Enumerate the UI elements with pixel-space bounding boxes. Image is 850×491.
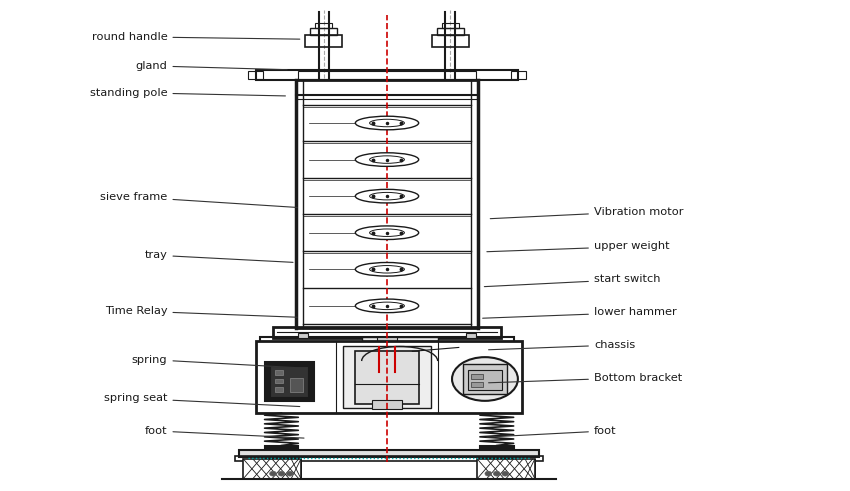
Ellipse shape (370, 156, 405, 164)
Ellipse shape (370, 266, 405, 273)
Ellipse shape (370, 192, 405, 200)
Bar (243, 459, 301, 479)
Bar (315, 23, 332, 27)
Bar (305, 35, 343, 48)
Ellipse shape (502, 471, 508, 476)
Ellipse shape (355, 190, 419, 203)
Bar (355, 351, 419, 404)
Bar (442, 23, 459, 27)
Bar (432, 35, 469, 48)
Bar (275, 379, 283, 383)
Text: Vibration motor: Vibration motor (490, 207, 683, 218)
Bar (275, 370, 283, 375)
Text: chassis: chassis (489, 340, 635, 350)
Ellipse shape (485, 471, 491, 476)
Ellipse shape (370, 302, 405, 310)
Text: spring seat: spring seat (104, 393, 300, 407)
Bar (466, 333, 476, 338)
Text: spring: spring (132, 355, 298, 368)
Ellipse shape (355, 299, 419, 313)
Bar (482, 469, 512, 478)
Ellipse shape (355, 226, 419, 240)
Ellipse shape (452, 357, 518, 401)
Text: foot: foot (144, 426, 304, 438)
Bar (437, 27, 464, 35)
Bar (239, 450, 539, 457)
Bar (472, 374, 484, 379)
Bar (260, 337, 513, 344)
Text: lower hammer: lower hammer (483, 307, 677, 318)
Text: gland: gland (135, 61, 287, 71)
Text: standing pole: standing pole (90, 87, 286, 98)
Ellipse shape (355, 116, 419, 130)
Bar (480, 445, 513, 469)
Text: Time Relay: Time Relay (105, 306, 298, 317)
Ellipse shape (286, 471, 293, 476)
Bar (298, 71, 476, 79)
Bar (511, 71, 526, 79)
Bar (247, 71, 263, 79)
Bar (377, 337, 397, 348)
Bar (266, 469, 297, 478)
Ellipse shape (355, 263, 419, 276)
Ellipse shape (355, 153, 419, 166)
Bar (275, 387, 283, 392)
Bar (472, 382, 484, 387)
Ellipse shape (370, 229, 405, 237)
Bar (256, 70, 518, 81)
Ellipse shape (370, 119, 405, 127)
Bar (290, 378, 303, 392)
Bar (478, 459, 535, 479)
Ellipse shape (493, 471, 500, 476)
Text: foot: foot (487, 426, 616, 437)
Text: Bottom bracket: Bottom bracket (489, 373, 683, 383)
Bar (361, 337, 438, 366)
Bar (343, 346, 431, 408)
Bar (269, 366, 309, 397)
Ellipse shape (278, 471, 285, 476)
Text: sieve frame: sieve frame (100, 192, 298, 208)
Text: tray: tray (144, 250, 293, 262)
Bar (468, 370, 501, 390)
Bar (273, 327, 501, 338)
Text: start switch: start switch (484, 274, 660, 287)
Bar (256, 341, 522, 413)
Bar (371, 400, 402, 409)
Bar (235, 456, 543, 461)
Ellipse shape (269, 471, 276, 476)
Bar (264, 362, 314, 401)
Text: upper weight: upper weight (487, 242, 670, 252)
Bar (264, 445, 298, 469)
Text: round handle: round handle (92, 32, 300, 42)
Bar (463, 364, 507, 394)
Bar (298, 333, 309, 338)
Bar (310, 27, 337, 35)
